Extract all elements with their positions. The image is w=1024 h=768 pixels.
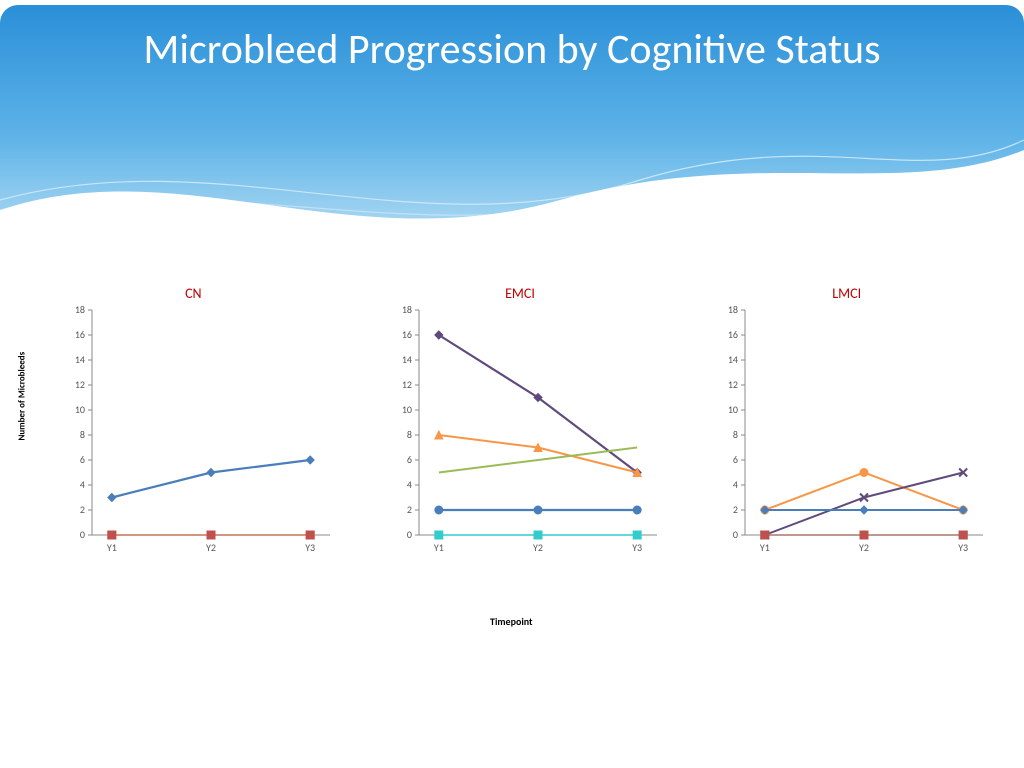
svg-text:18: 18 xyxy=(75,305,85,316)
svg-text:2: 2 xyxy=(407,503,412,516)
svg-text:10: 10 xyxy=(728,403,738,416)
svg-text:12: 12 xyxy=(75,378,85,391)
svg-text:8: 8 xyxy=(407,428,412,441)
svg-text:Y3: Y3 xyxy=(959,541,969,554)
svg-text:2: 2 xyxy=(80,503,85,516)
svg-text:10: 10 xyxy=(402,403,412,416)
x-axis-label: Timepoint xyxy=(490,615,533,628)
svg-text:Y1: Y1 xyxy=(760,541,770,554)
svg-text:Y1: Y1 xyxy=(434,541,444,554)
svg-text:Y3: Y3 xyxy=(632,541,642,554)
svg-text:12: 12 xyxy=(402,378,412,391)
chart-svg-cn: 0 2 4 6 8 10 12 14 16 18 Y1 Y2 Y3 xyxy=(70,305,340,565)
svg-text:2: 2 xyxy=(733,503,738,516)
svg-text:8: 8 xyxy=(80,428,85,441)
svg-text:14: 14 xyxy=(402,353,412,366)
chart-panel-emci: EMCI 024681012141618Y1Y2Y3 xyxy=(367,290,674,620)
chart-title: LMCI xyxy=(693,285,1000,302)
svg-text:18: 18 xyxy=(402,305,412,316)
charts-row: CN Number of Microbleeds 024681012141618… xyxy=(40,290,1000,620)
chart-svg-emci: 0 2 4 6 8 10 12 14 16 18 Y1 Y2 Y3 xyxy=(397,305,667,565)
y-axis-label: Number of Microbleeds xyxy=(17,352,28,441)
chart-panel-lmci: LMCI 024681012141618Y1Y2Y3 xyxy=(693,290,1000,620)
svg-text:6: 6 xyxy=(407,453,412,466)
svg-text:Y3: Y3 xyxy=(305,541,315,554)
svg-text:12: 12 xyxy=(728,378,738,391)
svg-text:14: 14 xyxy=(75,353,85,366)
svg-text:0: 0 xyxy=(733,528,738,541)
svg-text:0: 0 xyxy=(80,528,85,541)
svg-text:14: 14 xyxy=(728,353,738,366)
svg-text:16: 16 xyxy=(728,328,738,341)
chart-title: EMCI xyxy=(367,285,674,302)
svg-text:18: 18 xyxy=(728,305,738,316)
svg-text:6: 6 xyxy=(733,453,738,466)
svg-text:4: 4 xyxy=(80,478,85,491)
svg-text:Y2: Y2 xyxy=(533,541,543,554)
chart-panel-cn: CN Number of Microbleeds 024681012141618… xyxy=(40,290,347,620)
chart-title: CN xyxy=(40,285,347,302)
svg-text:16: 16 xyxy=(75,328,85,341)
svg-text:8: 8 xyxy=(733,428,738,441)
svg-text:10: 10 xyxy=(75,403,85,416)
svg-text:4: 4 xyxy=(733,478,738,491)
svg-text:6: 6 xyxy=(80,453,85,466)
svg-text:Y2: Y2 xyxy=(859,541,869,554)
svg-text:0: 0 xyxy=(407,528,412,541)
svg-text:Y1: Y1 xyxy=(107,541,117,554)
svg-text:4: 4 xyxy=(407,478,412,491)
main-title: Microbleed Progression by Cognitive Stat… xyxy=(0,25,1024,75)
svg-text:Y2: Y2 xyxy=(206,541,216,554)
chart-svg-lmci: 0 2 4 6 8 10 12 14 16 18 Y1 Y2 Y3 xyxy=(723,305,993,565)
svg-text:16: 16 xyxy=(402,328,412,341)
